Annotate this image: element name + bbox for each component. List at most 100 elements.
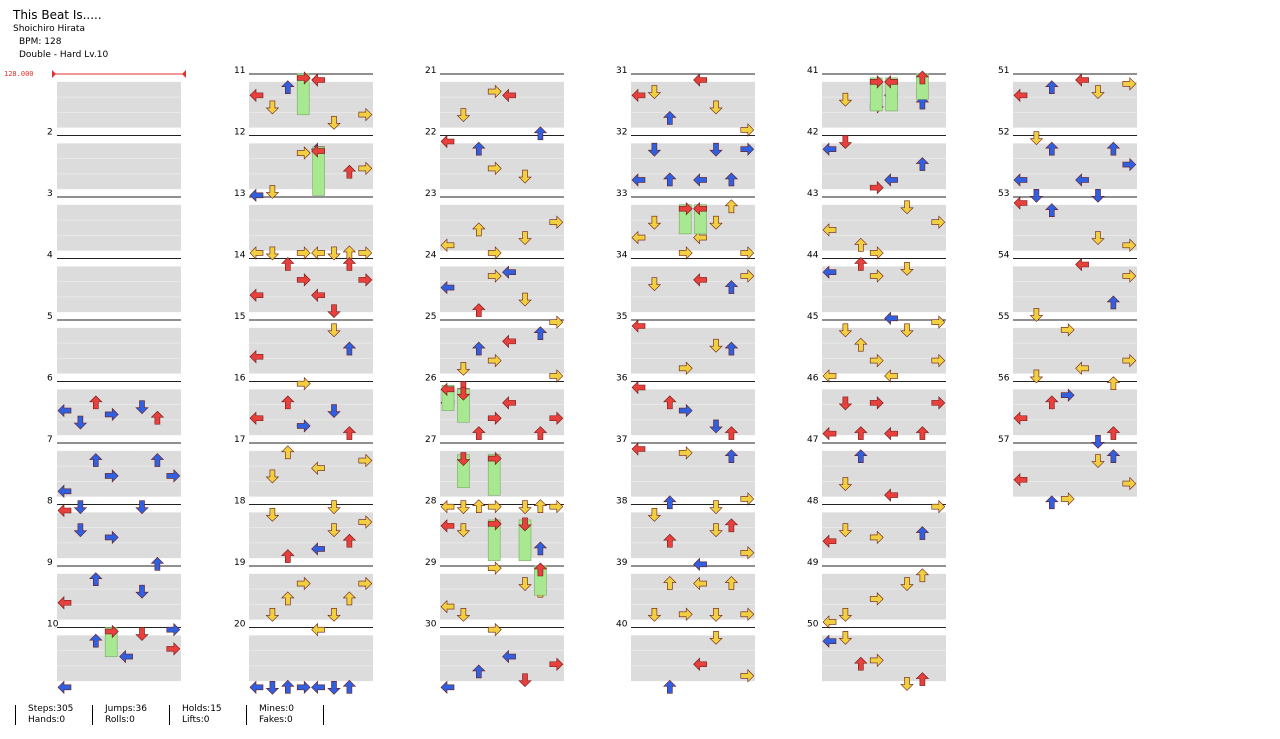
beat-stripe <box>57 158 181 174</box>
beat-stripe <box>1013 466 1137 482</box>
step-arrow-down <box>327 115 341 130</box>
step-arrow-up <box>854 257 868 271</box>
beat-stripe <box>57 143 181 159</box>
measure-number: 12 <box>234 128 245 138</box>
stat-jumps: Jumps:36 <box>105 704 148 714</box>
step-arrow-up <box>281 445 295 460</box>
step-arrow-right <box>1060 388 1075 402</box>
step-arrow-up <box>724 341 739 356</box>
step-arrow-up <box>1106 426 1121 440</box>
step-arrow-down <box>709 338 723 353</box>
step-arrow-down <box>1091 85 1105 99</box>
step-arrow-up <box>854 237 868 252</box>
beat-stripe <box>440 297 564 313</box>
step-arrow-down <box>647 508 662 522</box>
beat-stripe <box>249 235 373 251</box>
step-arrow-down <box>709 100 723 115</box>
step-arrow-right <box>358 107 373 122</box>
beat-stripe <box>57 81 181 97</box>
beat-stripe <box>631 512 755 528</box>
beat-stripe <box>440 112 564 128</box>
beat-stripe <box>57 343 181 359</box>
step-arrow-left <box>249 350 264 364</box>
step-arrow-up <box>915 672 930 686</box>
step-arrow-left <box>57 680 72 695</box>
step-arrow-left <box>693 557 707 572</box>
step-arrow-down <box>1029 308 1044 322</box>
step-arrow-up <box>342 426 357 440</box>
beat-stripe <box>1013 481 1137 497</box>
measure-number: 54 <box>998 251 1010 261</box>
step-arrow-left <box>440 280 455 295</box>
beat-stripe <box>57 527 181 543</box>
step-arrow-right <box>487 411 502 425</box>
step-arrow-up <box>663 533 677 548</box>
step-arrow-up <box>724 426 739 440</box>
step-arrow-right <box>869 353 884 368</box>
beat-stripe <box>631 327 755 343</box>
step-arrow-down <box>135 584 149 599</box>
song-artist: Shoichiro Hirata <box>13 24 85 34</box>
hold-body <box>312 146 325 196</box>
step-arrow-left <box>822 634 837 648</box>
step-arrow-left <box>822 265 837 279</box>
step-arrow-left <box>1013 411 1028 425</box>
step-arrow-left <box>631 442 646 456</box>
step-arrow-up <box>854 337 868 352</box>
step-arrow-up <box>342 533 357 548</box>
beat-stripe <box>631 281 755 297</box>
step-arrow-up <box>663 111 677 125</box>
step-arrow-left <box>249 88 264 103</box>
step-arrow-left <box>1013 473 1028 487</box>
step-arrow-up <box>1045 203 1059 217</box>
step-arrow-right <box>487 517 502 531</box>
measure-number: 28 <box>425 497 437 507</box>
beat-stripe <box>249 358 373 374</box>
step-arrow-down <box>265 508 280 522</box>
beat-stripe <box>631 358 755 374</box>
step-arrow-right <box>487 499 502 514</box>
step-arrow-down <box>838 396 853 411</box>
step-arrow-right <box>358 515 373 529</box>
step-arrow-up <box>472 222 486 237</box>
stats-divider <box>92 705 93 725</box>
step-arrow-left <box>1075 361 1089 376</box>
beat-stripe <box>57 297 181 313</box>
step-arrow-left <box>440 499 455 514</box>
step-arrow-left <box>57 596 72 610</box>
beat-stripe <box>822 666 946 682</box>
step-arrow-left <box>884 311 898 326</box>
beat-stripe <box>249 589 373 605</box>
step-arrow-down <box>518 673 532 688</box>
step-arrow-left <box>884 173 898 187</box>
beat-stripe <box>1013 174 1137 190</box>
step-arrow-down <box>73 415 88 430</box>
measure-number: 53 <box>998 189 1009 199</box>
beat-stripe <box>822 543 946 559</box>
beat-stripe <box>249 481 373 497</box>
beat-stripe <box>57 466 181 482</box>
step-arrow-up <box>724 449 739 463</box>
step-arrow-down <box>518 517 532 532</box>
stats-divider <box>323 705 324 725</box>
measure-number: 8 <box>47 497 53 507</box>
step-arrow-right <box>1122 157 1137 172</box>
beat-stripe <box>249 266 373 282</box>
step-arrow-right <box>166 622 181 637</box>
step-arrow-down <box>518 500 532 515</box>
step-arrow-right <box>104 407 119 422</box>
beat-stripe <box>631 635 755 651</box>
measure-number: 20 <box>234 620 246 630</box>
measure-number: 2 <box>47 128 53 138</box>
measure-number: 57 <box>998 435 1009 445</box>
step-arrow-right <box>931 315 946 329</box>
beat-stripe <box>440 266 564 282</box>
step-arrow-down <box>647 142 662 157</box>
beat-stripe <box>440 666 564 682</box>
step-arrow-up <box>533 499 548 513</box>
step-arrow-left <box>631 380 646 395</box>
measure-number: 44 <box>807 251 819 261</box>
beat-stripe <box>440 527 564 543</box>
stat-mines: Mines:0 <box>259 704 294 714</box>
measure-number: 42 <box>807 128 818 138</box>
